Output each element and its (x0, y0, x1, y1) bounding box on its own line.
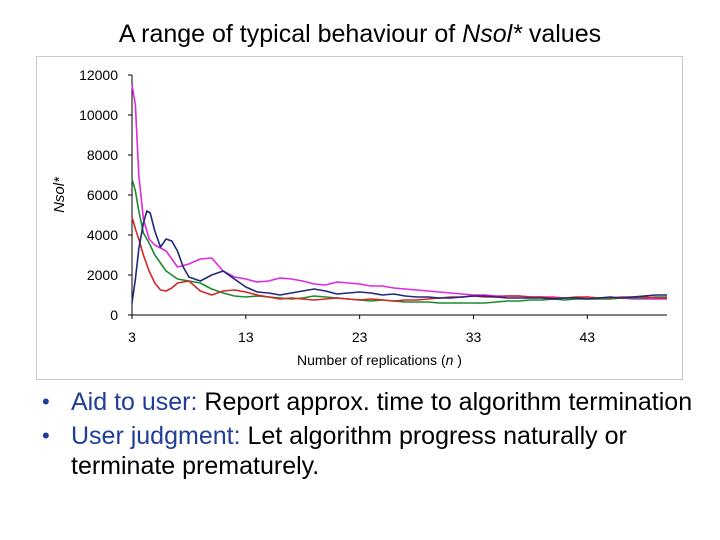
y-tick-label: 0 (110, 307, 118, 323)
series-line-2 (131, 178, 667, 304)
chart-frame: 0 2000 4000 6000 8000 10000 12000 3 13 23 33 43 Numb… (36, 56, 683, 380)
bullet-text: Report approx. time to algorithm termina… (197, 388, 693, 416)
x-tick-label: 13 (238, 329, 254, 345)
bullet-lead: User judgment: (71, 422, 241, 450)
title-suffix: values (521, 20, 602, 48)
slide-title: A range of typical behaviour of Nsol* va… (0, 20, 720, 49)
y-tick-label: 4000 (87, 227, 118, 243)
bullet-list: • Aid to user: Report approx. time to al… (42, 387, 702, 485)
y-axis-label: Nsol* (51, 176, 68, 213)
nsol-line-chart: 0 2000 4000 6000 8000 10000 12000 3 13 23 33 43 Numb… (51, 67, 667, 368)
series-line-4 (131, 210, 667, 304)
bullet-item-aid: • Aid to user: Report approx. time to al… (42, 387, 702, 417)
bullet-lead: Aid to user: (71, 388, 198, 416)
bullet-icon: • (42, 389, 50, 414)
title-italic: Nsol* (462, 20, 522, 48)
x-tick-label: 43 (580, 329, 596, 345)
x-tick-label: 33 (466, 329, 482, 345)
x-axis-label: Number of replications (n ) (297, 352, 462, 368)
y-tick-label: 8000 (87, 147, 118, 163)
y-tick-label: 10000 (79, 107, 118, 123)
bullet-icon: • (42, 423, 50, 448)
bullet-item-judgment: • User judgment: Let algorithm progress … (42, 421, 702, 481)
y-tick-label: 2000 (87, 267, 118, 283)
series-line-1 (131, 84, 667, 300)
x-tick-label: 3 (128, 329, 136, 345)
y-tick-label: 12000 (79, 67, 118, 83)
title-prefix: A range of typical behaviour of (118, 20, 463, 48)
y-tick-label: 6000 (87, 187, 118, 203)
bullet-text: Let algorithm progress naturally or term… (71, 422, 627, 480)
x-tick-label: 23 (352, 329, 368, 345)
